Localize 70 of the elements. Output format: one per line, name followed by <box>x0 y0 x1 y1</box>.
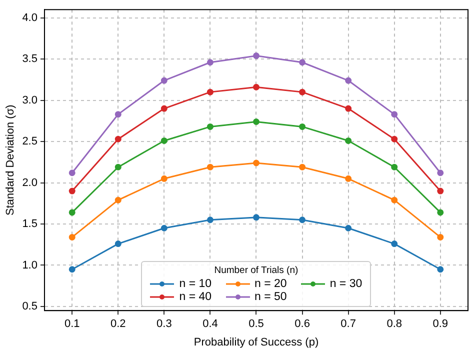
y-tick-label: 2.5 <box>22 136 38 148</box>
point <box>206 88 214 96</box>
point <box>68 170 76 176</box>
y-axis-title: Standard Deviation (σ) <box>4 104 17 216</box>
point <box>68 266 76 273</box>
point <box>252 52 260 60</box>
point <box>114 136 122 142</box>
x-axis-title: Probability of Success (p) <box>194 336 319 348</box>
point <box>252 118 260 126</box>
legend-title: Number of Trials (n) <box>213 264 300 276</box>
point <box>114 164 122 170</box>
legend-label: n = 50 <box>254 290 287 303</box>
point <box>252 84 260 90</box>
y-tick-label: 2.0 <box>22 176 38 189</box>
point <box>299 216 306 224</box>
point <box>437 234 444 240</box>
x-tick-label: 0.8 <box>386 318 402 330</box>
point <box>299 88 306 96</box>
legend-label: n = 40 <box>179 290 212 303</box>
point <box>160 137 168 144</box>
point <box>68 234 76 240</box>
point <box>114 240 122 248</box>
point <box>391 136 398 142</box>
x-tick-label: 0.9 <box>432 318 448 330</box>
point <box>345 105 352 112</box>
point <box>391 196 398 204</box>
point <box>299 123 306 130</box>
point <box>299 59 306 66</box>
y-tick-label: 4.0 <box>22 12 38 24</box>
point <box>206 59 214 66</box>
point <box>68 188 76 194</box>
y-tick-label: 3.5 <box>22 53 38 66</box>
point <box>345 224 352 232</box>
point <box>391 164 398 170</box>
y-tick-label: 1.0 <box>22 259 38 272</box>
x-tick-label: 0.1 <box>64 318 80 330</box>
y-tick-label: 3.0 <box>22 94 38 106</box>
x-tick-label: 0.4 <box>202 318 218 330</box>
point <box>160 105 168 112</box>
point <box>160 224 168 232</box>
point <box>437 188 444 194</box>
x-tick-label: 0.6 <box>294 318 310 330</box>
point <box>68 209 76 216</box>
x-tick-label: 0.5 <box>248 318 264 330</box>
x-tick-label: 0.7 <box>340 318 356 330</box>
point <box>345 77 352 84</box>
point <box>437 266 444 273</box>
point <box>437 209 444 216</box>
legend-label: n = 20 <box>254 278 287 290</box>
point <box>437 170 444 176</box>
x-tick-label: 0.2 <box>110 318 126 330</box>
point <box>252 160 260 166</box>
legend-label: n = 30 <box>330 278 362 290</box>
point <box>160 77 168 84</box>
point <box>252 214 260 221</box>
x-tick-label: 0.3 <box>156 318 172 330</box>
point <box>114 111 122 118</box>
point <box>345 175 352 182</box>
point <box>206 164 214 170</box>
y-tick-label: 1.5 <box>22 218 38 230</box>
point <box>114 196 122 204</box>
point <box>345 137 352 144</box>
y-tick-label: 0.5 <box>22 300 38 313</box>
point <box>391 240 398 248</box>
point <box>206 123 214 130</box>
point <box>206 216 214 224</box>
legend-label: n = 10 <box>179 278 212 290</box>
point <box>160 175 168 182</box>
point <box>391 111 398 118</box>
point <box>299 164 306 170</box>
